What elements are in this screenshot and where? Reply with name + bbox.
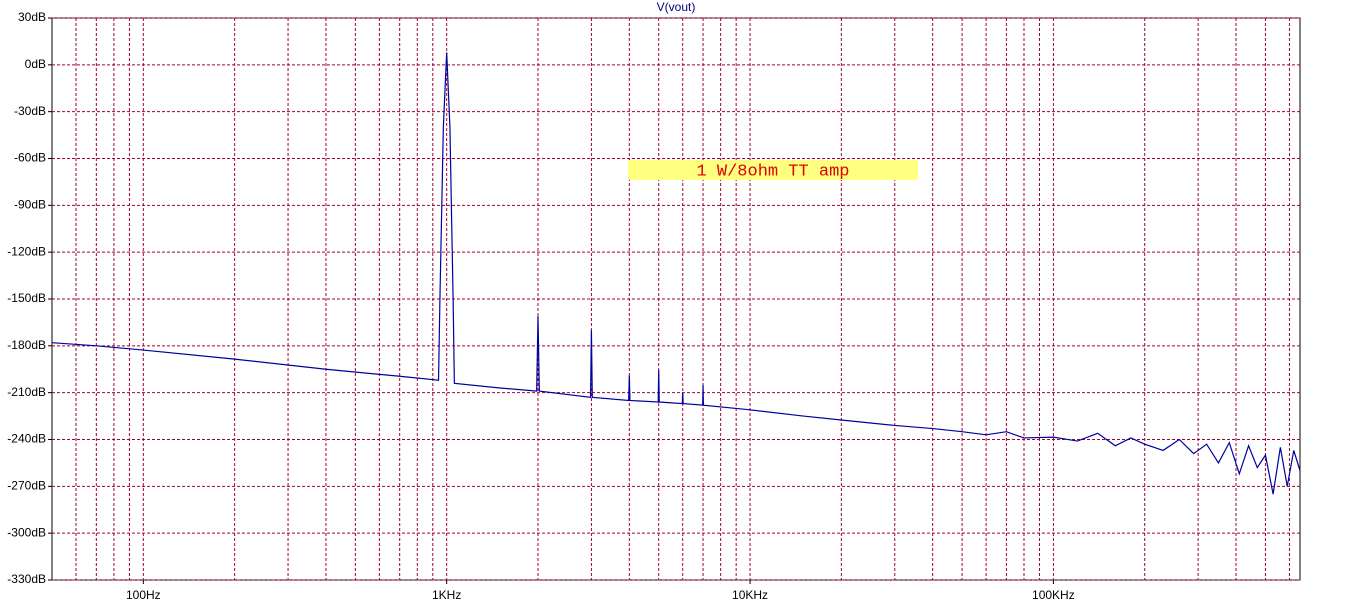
y-tick-label: -90dB xyxy=(14,198,46,212)
chart-title: V(vout) xyxy=(657,0,696,14)
y-tick-label: -150dB xyxy=(7,291,46,305)
y-tick-label: -300dB xyxy=(7,525,46,539)
x-tick-label: 100KHz xyxy=(1032,588,1075,602)
x-tick-label: 1KHz xyxy=(432,588,461,602)
y-tick-label: -120dB xyxy=(7,244,46,258)
y-tick-label: -270dB xyxy=(7,479,46,493)
y-tick-label: 30dB xyxy=(18,10,46,24)
y-tick-label: -240dB xyxy=(7,432,46,446)
x-tick-label: 10KHz xyxy=(732,588,768,602)
y-tick-label: -210dB xyxy=(7,385,46,399)
y-tick-label: -30dB xyxy=(14,104,46,118)
y-tick-label: 0dB xyxy=(25,57,46,71)
y-tick-label: -180dB xyxy=(7,338,46,352)
x-tick-label: 100Hz xyxy=(126,588,161,602)
annotation-box xyxy=(628,160,918,180)
series-line xyxy=(51,52,1301,495)
y-tick-label: -60dB xyxy=(14,151,46,165)
y-tick-label: -330dB xyxy=(7,572,46,586)
annotation: 1 W/8ohm TT amp xyxy=(696,162,849,181)
